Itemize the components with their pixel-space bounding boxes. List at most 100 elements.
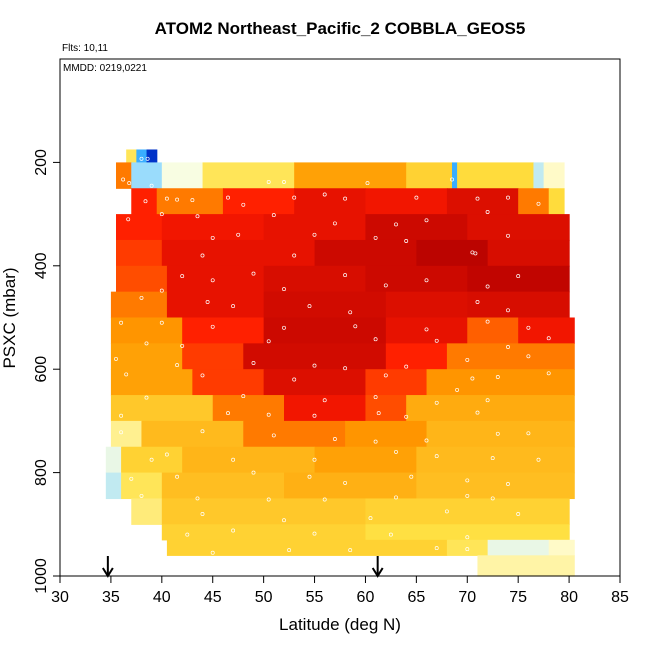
observation-point [231, 457, 236, 462]
observation-point [226, 195, 230, 200]
observation-point [200, 512, 205, 516]
observation-point [143, 199, 148, 204]
flight-markers [102, 556, 384, 578]
x-tick-label: 85 [611, 589, 629, 606]
heatmap-cell [243, 420, 346, 448]
heatmap-cell [192, 369, 265, 396]
observation-point [266, 497, 271, 502]
observation-point [185, 532, 190, 537]
observation-point [126, 217, 131, 222]
heatmap-cell [426, 420, 575, 448]
observation-point [465, 478, 470, 483]
observation-point [424, 438, 429, 443]
observation-point [465, 493, 470, 498]
heatmap-cell [365, 524, 570, 541]
observation-point [365, 181, 370, 186]
observation-point [282, 287, 286, 292]
observation-point [129, 476, 134, 481]
observation-point [526, 325, 531, 330]
observation-point [210, 235, 215, 240]
observation-point [485, 398, 490, 403]
heatmap-cell [487, 539, 550, 556]
observation-point [231, 304, 236, 309]
heatmap-cell [467, 214, 570, 241]
observation-point [394, 222, 398, 227]
heatmap-cell [477, 555, 575, 577]
observation-point [490, 496, 495, 501]
observation-point [195, 496, 200, 501]
heatmap-cell [243, 343, 387, 370]
observation-point [292, 377, 297, 382]
observation-point [307, 474, 312, 479]
observation-point [383, 373, 388, 378]
x-tick-label: 65 [407, 589, 425, 606]
observation-point [495, 375, 500, 379]
observation-point [200, 253, 205, 258]
observation-point [322, 497, 327, 502]
observation-point [470, 376, 475, 381]
observation-point [312, 457, 317, 462]
observation-point [450, 177, 454, 182]
heatmap-cell [548, 188, 565, 215]
heatmap-cell [446, 343, 575, 370]
observation-point [343, 480, 348, 485]
observation-point [526, 431, 531, 436]
x-tick-label: 55 [306, 589, 324, 606]
observation-point [485, 284, 490, 289]
x-tick-label: 50 [255, 589, 273, 606]
x-tick-label: 45 [204, 589, 222, 606]
flight-arrow [102, 556, 114, 578]
observation-point [175, 197, 180, 202]
heatmap-cell [548, 539, 575, 556]
observation-point [473, 251, 478, 256]
heatmap-cell [105, 472, 122, 500]
observation-point [434, 454, 439, 459]
heatmap-cell [156, 188, 224, 215]
observation-point [190, 198, 195, 203]
observation-point [292, 195, 297, 200]
heatmap-cell [110, 369, 193, 396]
heatmap-cell [294, 188, 367, 215]
observation-point [434, 400, 439, 405]
observation-point [348, 310, 353, 315]
observation-point [343, 366, 348, 371]
heatmap-cell [166, 539, 448, 556]
y-axis: 200 400 600 800 1000 [33, 149, 61, 594]
observation-point [465, 535, 470, 540]
heatmap-cell [131, 162, 163, 189]
observation-point [236, 232, 241, 237]
observation-point [144, 341, 149, 346]
x-tick-label: 35 [102, 589, 120, 606]
heatmap-cell [131, 498, 163, 525]
observation-point [292, 253, 297, 258]
heatmap-cell [365, 369, 428, 396]
observation-point [424, 218, 429, 223]
heatmap-cell [222, 188, 295, 215]
heatmap-cell [166, 291, 265, 319]
heatmap-cell [452, 162, 458, 189]
observation-point [119, 320, 124, 325]
heatmap-cell [467, 265, 570, 293]
observation-point [145, 156, 150, 161]
observation-point [312, 531, 317, 536]
observation-point [266, 180, 271, 184]
heatmap-cell [284, 472, 417, 500]
heatmap-cell [518, 317, 575, 344]
heatmap-cell [533, 162, 545, 189]
observation-point [506, 345, 510, 349]
heatmap-cell [121, 472, 163, 500]
observation-point [373, 439, 378, 444]
x-tick-label: 60 [357, 589, 375, 606]
heatmap-cell [446, 188, 519, 215]
heatmap-cell [406, 395, 575, 422]
observation-point [164, 196, 169, 201]
observation-point [322, 192, 327, 197]
observation-point [149, 457, 154, 462]
y-tick-label: 400 [33, 252, 50, 279]
heatmap-cell [426, 369, 575, 396]
observation-point [231, 528, 236, 533]
observation-point [506, 308, 510, 313]
heatmap-cell [543, 162, 565, 189]
observation-point [180, 343, 185, 348]
observation-point [119, 430, 124, 435]
